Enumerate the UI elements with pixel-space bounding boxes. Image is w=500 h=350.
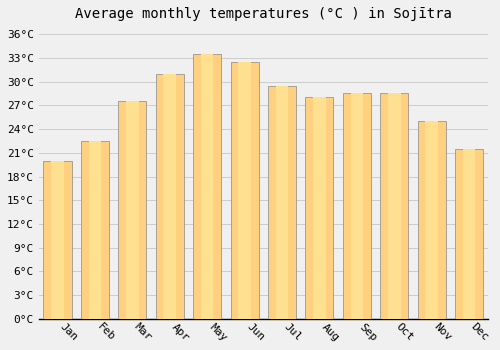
Bar [276,86,288,319]
Bar [230,62,258,319]
Bar [51,161,64,319]
Bar [126,102,138,319]
Bar [164,74,176,319]
Bar [380,93,408,319]
Bar [193,54,221,319]
Title: Average monthly temperatures (°C ) in Sojītra: Average monthly temperatures (°C ) in So… [75,7,452,21]
Bar [343,93,371,319]
Bar [350,93,363,319]
Bar [418,121,446,319]
Bar [156,74,184,319]
Bar [306,97,334,319]
Bar [313,97,326,319]
Bar [44,161,72,319]
Bar [426,121,438,319]
Bar [201,54,213,319]
Bar [463,149,475,319]
Bar [88,141,101,319]
Bar [238,62,251,319]
Bar [268,86,296,319]
Bar [388,93,400,319]
Bar [118,102,146,319]
Bar [455,149,483,319]
Bar [81,141,109,319]
